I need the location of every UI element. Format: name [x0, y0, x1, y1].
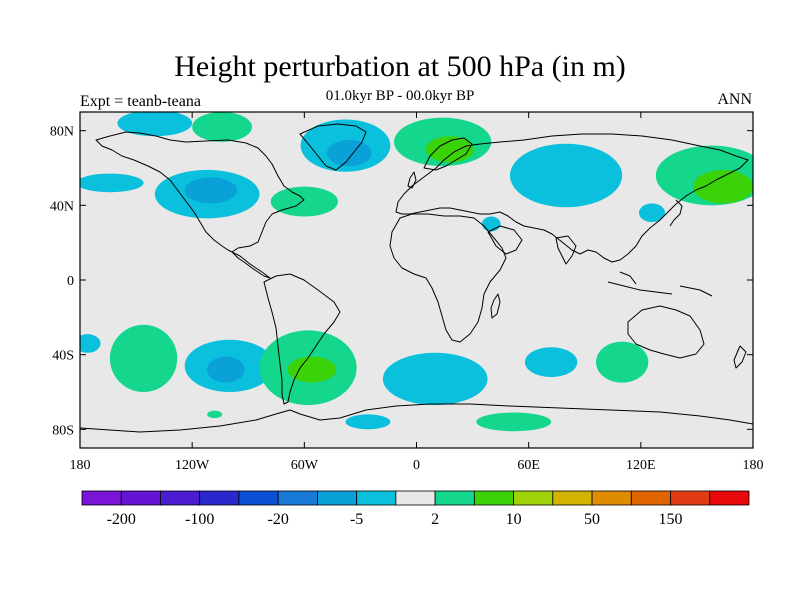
colorbar-box-14: [630, 490, 671, 506]
x-tick-label-6: 180: [743, 458, 764, 473]
colorbar-box-13: [591, 490, 632, 506]
x-tick-label-0: 180: [70, 458, 91, 473]
anomaly-region-20: [287, 356, 337, 383]
y-tick-label-2: 0: [67, 274, 74, 289]
anomaly-region-21: [382, 352, 488, 406]
coastline-australia: [627, 305, 705, 359]
colorbar-label-5: 10: [506, 511, 522, 528]
colorbar-label-0: -200: [107, 511, 136, 528]
coastline-madagascar: [490, 293, 501, 319]
anomaly-region-26: [207, 410, 223, 419]
season-label: ANN: [717, 91, 752, 108]
colorbar-box-9: [434, 490, 475, 506]
y-axis-ticks: 80N 40N 0 40S 80S: [50, 125, 753, 438]
colorbar-box-7: [356, 490, 397, 506]
anomaly-region-23: [595, 341, 649, 383]
anomaly-region-7: [326, 140, 372, 167]
map-title: Height perturbation at 500 hPa (in m): [174, 50, 626, 83]
coastline-eurasia: [395, 133, 749, 263]
coastline-arabia: [487, 225, 523, 255]
anomaly-region-14: [481, 216, 501, 232]
anomaly-region-24: [476, 412, 552, 432]
anomaly-region-1: [80, 173, 144, 193]
anomaly-region-0: [117, 112, 193, 137]
coastline-indonesia: [607, 271, 713, 297]
colorbar-box-3: [199, 490, 240, 506]
colorbar-box-0: [81, 490, 122, 506]
colorbar-box-2: [160, 490, 201, 506]
coastlines: [80, 123, 753, 433]
coastline-north-america: [95, 131, 305, 279]
colorbar-box-4: [238, 490, 279, 506]
coastline-south-america: [263, 273, 341, 405]
coastline-india: [555, 235, 577, 265]
colorbar-label-3: -5: [350, 511, 363, 528]
colorbar-box-11: [513, 490, 554, 506]
colorbar-label-4: 2: [431, 511, 439, 528]
x-tick-label-2: 60W: [291, 458, 319, 473]
anomaly-regions: [80, 112, 753, 432]
y-tick-label-3: 40S: [52, 349, 74, 364]
anomaly-region-10: [509, 143, 623, 208]
anomaly-region-22: [524, 347, 578, 378]
experiment-label: Expt = teanb-teana: [80, 93, 201, 110]
coastline-uk: [407, 171, 417, 189]
x-tick-label-5: 120E: [626, 458, 656, 473]
anomaly-region-15: [80, 334, 101, 353]
anomaly-region-13: [638, 203, 666, 223]
coastline-africa: [389, 213, 507, 343]
y-tick-label-4: 80S: [52, 423, 74, 438]
colorbar-box-1: [120, 490, 161, 506]
coastline-japan: [669, 199, 683, 227]
colorbar-box-12: [552, 490, 593, 506]
anomaly-region-25: [345, 414, 391, 430]
anomaly-region-16: [109, 324, 178, 392]
colorbar-label-1: -100: [185, 511, 214, 528]
colorbar-label-2: -20: [268, 511, 289, 528]
anomaly-region-3: [184, 177, 238, 204]
coastline-scandinavia: [423, 137, 473, 171]
coastline-antarctica: [80, 403, 753, 433]
colorbar-box-16: [709, 490, 750, 506]
anomaly-region-18: [207, 356, 245, 383]
colorbar-label-6: 50: [584, 511, 600, 528]
x-tick-label-1: 120W: [175, 458, 210, 473]
colorbar-box-15: [670, 490, 711, 506]
anomaly-region-12: [693, 169, 753, 204]
coastline-greenland: [299, 123, 367, 171]
anomaly-region-5: [270, 186, 338, 217]
coastline-new-zealand: [733, 345, 747, 369]
period-label: 01.0kyr BP - 00.0kyr BP: [325, 88, 475, 104]
colorbar-box-5: [277, 490, 318, 506]
colorbar-label-7: 150: [659, 511, 683, 528]
y-tick-label-1: 40N: [50, 199, 74, 214]
x-axis-ticks: 180 120W 60W 0 60E 120E 180: [70, 112, 764, 473]
x-tick-label-4: 60E: [517, 458, 540, 473]
colorbar-box-8: [395, 490, 436, 506]
y-tick-label-0: 80N: [50, 125, 74, 140]
x-tick-label-3: 0: [413, 458, 420, 473]
colorbar-box-6: [317, 490, 358, 506]
colorbar: -200 -100 -20 -5 2 10 50 150: [81, 490, 750, 528]
colorbar-box-10: [473, 490, 514, 506]
anomaly-region-4: [192, 112, 252, 142]
